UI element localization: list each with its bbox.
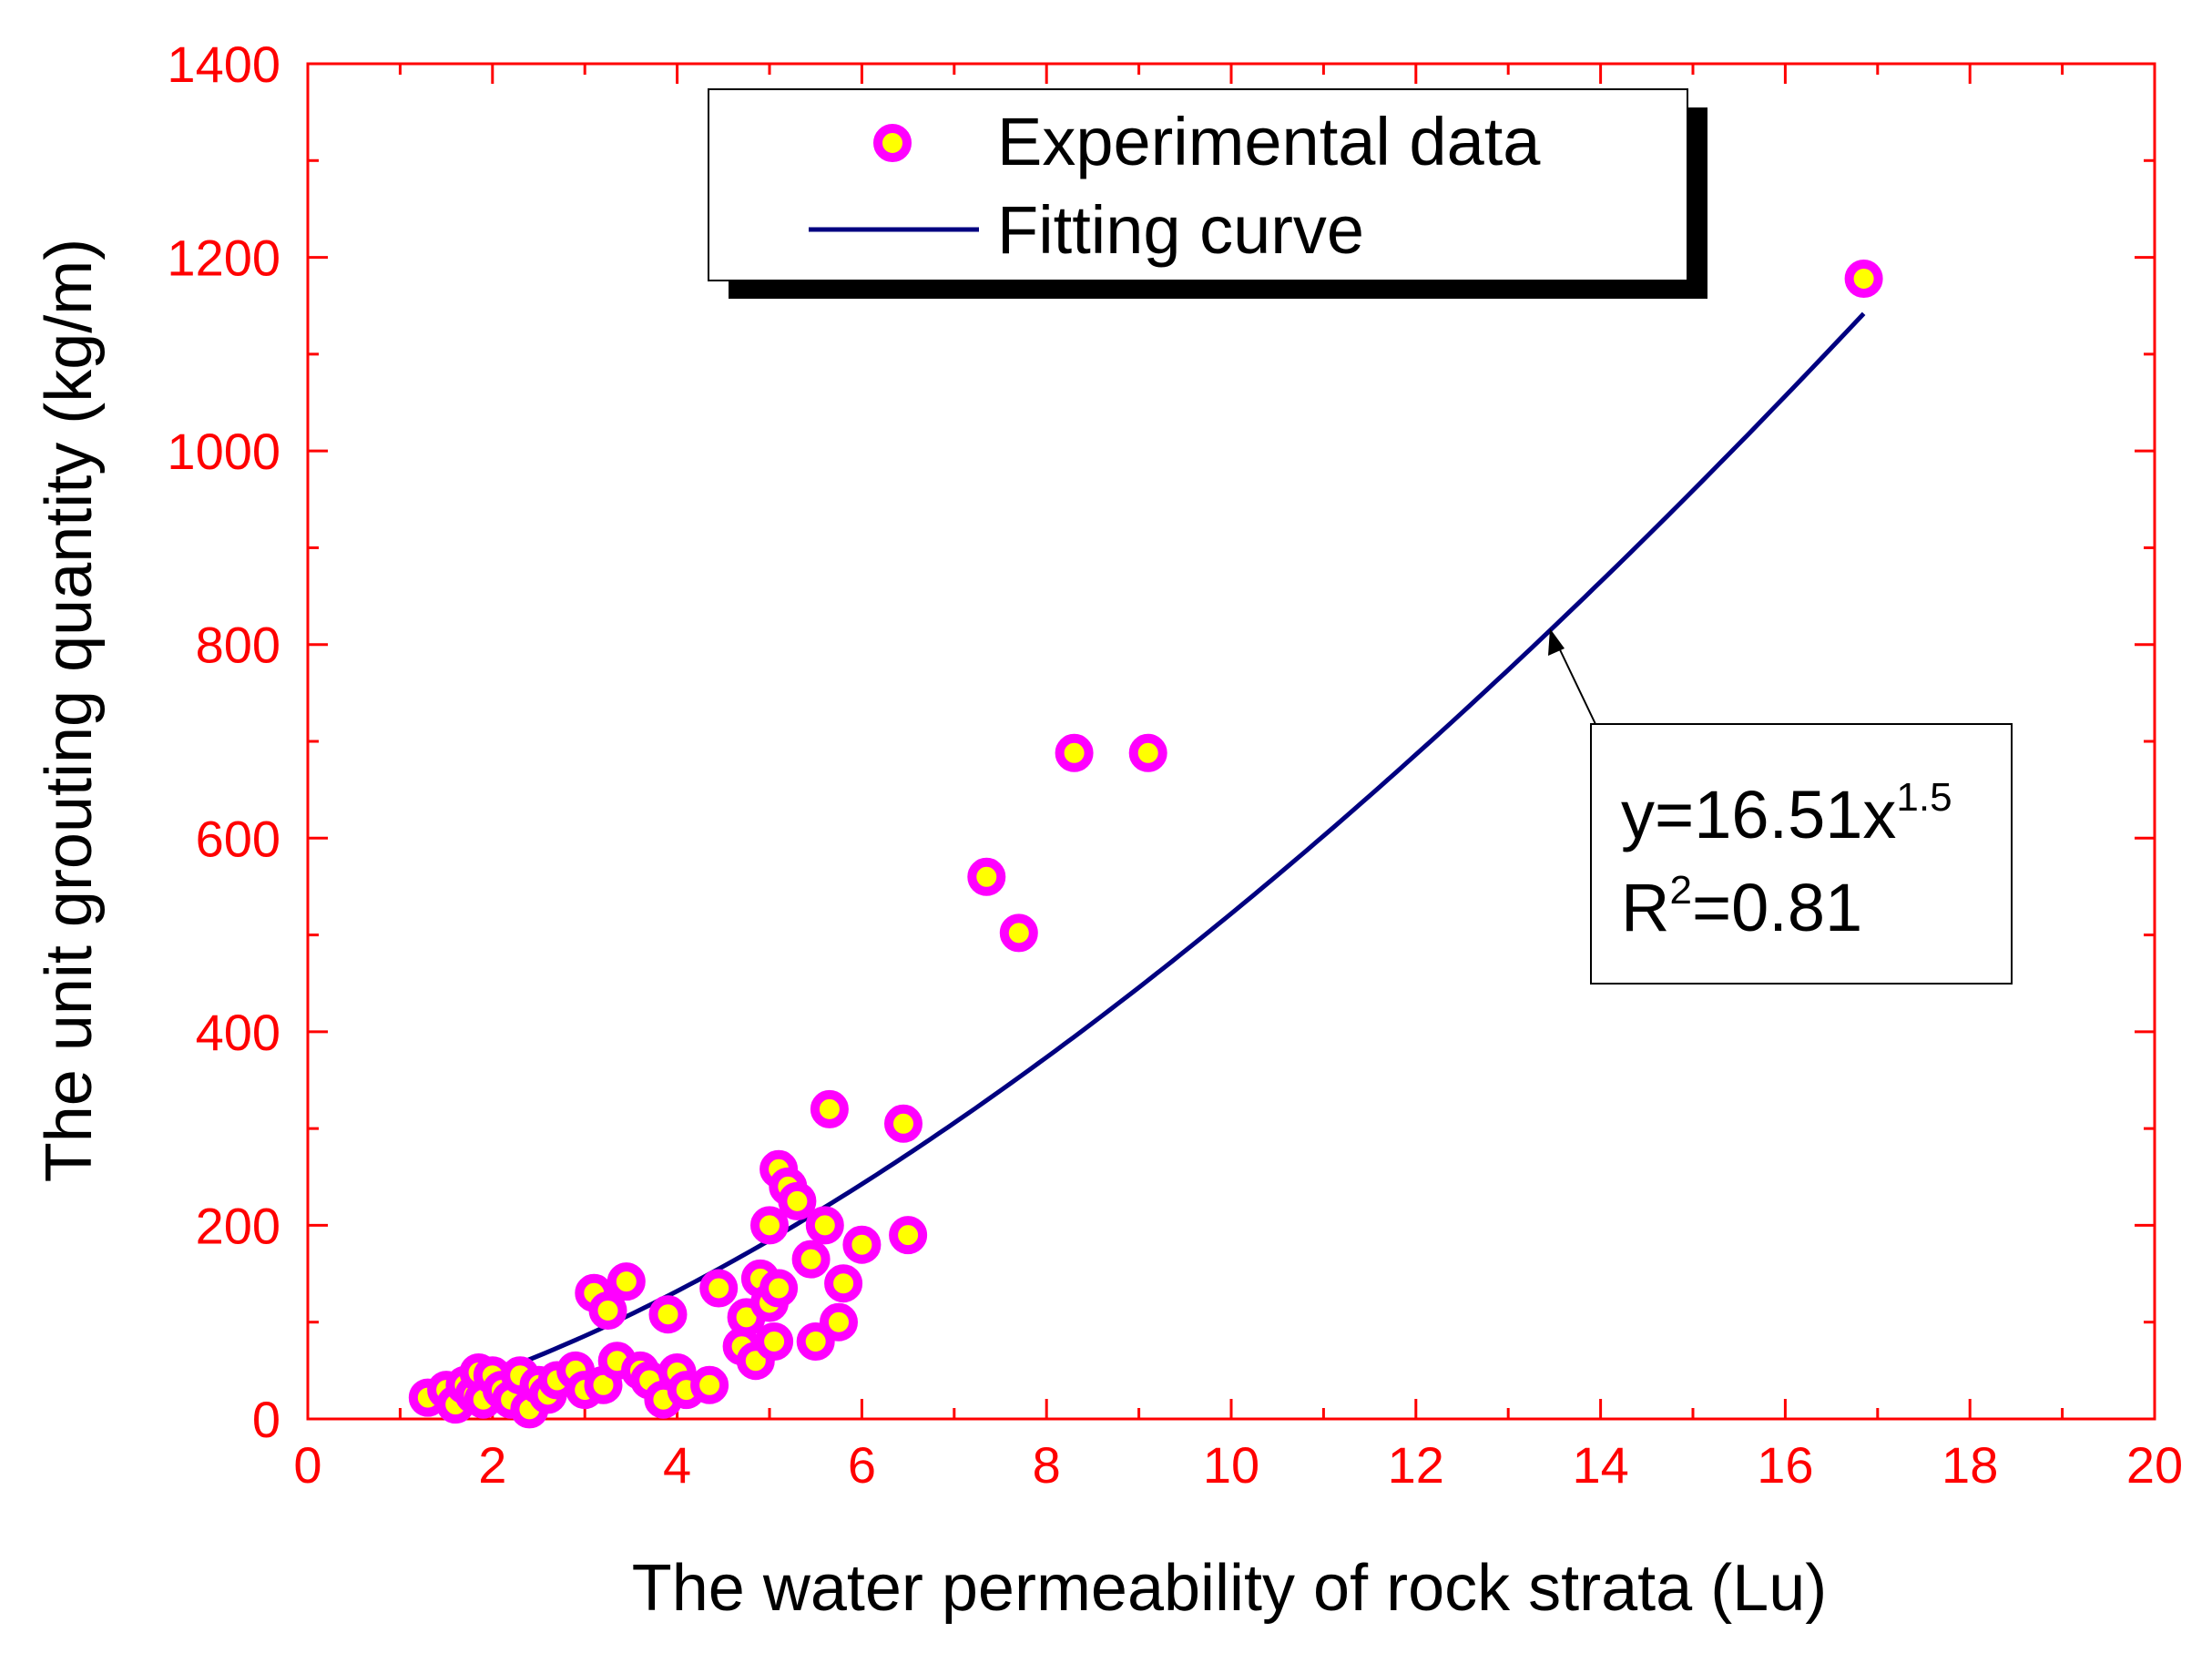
data-point	[820, 1302, 858, 1342]
y-tick-label: 1400	[167, 36, 280, 93]
data-point	[1055, 733, 1094, 772]
y-tick-label: 600	[196, 810, 280, 867]
legend-label-fitting: Fitting curve	[997, 192, 1364, 268]
x-axis-title: The water permeability of rock strata (L…	[632, 1552, 1828, 1625]
x-tick-label: 6	[848, 1436, 876, 1494]
y-tick-label: 800	[196, 617, 280, 674]
y-tick-label: 1200	[167, 230, 280, 287]
x-tick-label: 4	[663, 1436, 691, 1494]
data-point	[796, 1322, 835, 1361]
data-point	[1844, 260, 1883, 298]
data-point	[750, 1206, 789, 1245]
x-tick-label: 20	[2126, 1436, 2183, 1494]
x-tick-label: 16	[1757, 1436, 1813, 1494]
data-point	[699, 1269, 739, 1308]
data-point	[588, 1291, 627, 1330]
data-point	[884, 1104, 923, 1143]
x-tick-label: 12	[1388, 1436, 1444, 1494]
data-point	[805, 1206, 844, 1245]
x-tick-label: 2	[478, 1436, 506, 1494]
y-tick-label: 1000	[167, 423, 280, 480]
data-point	[967, 857, 1006, 896]
r-squared-exponent: 2	[1669, 868, 1691, 913]
data-point	[999, 913, 1038, 953]
equation-annotation: y=16.51x1.5 R2=0.81	[1548, 628, 2013, 985]
r-squared-value: =0.81	[1692, 870, 1862, 945]
data-point	[791, 1240, 831, 1279]
equation-text: y=16.51x1.5	[1621, 775, 1952, 852]
y-tick-label: 0	[252, 1391, 280, 1448]
y-tick-label: 200	[196, 1197, 280, 1254]
equation-prefix: y=16.51x	[1621, 777, 1896, 852]
y-tick-label: 400	[196, 1004, 280, 1061]
data-point	[690, 1365, 729, 1404]
legend-label-experimental: Experimental data	[997, 104, 1541, 179]
y-axis-title: The unit grouting quantity (kg/m)	[33, 239, 106, 1183]
r-squared-prefix: R	[1621, 870, 1669, 945]
data-point	[648, 1295, 688, 1334]
data-point	[759, 1269, 799, 1308]
data-point	[889, 1216, 928, 1255]
x-tick-label: 18	[1942, 1436, 1998, 1494]
data-point	[842, 1225, 882, 1264]
x-tick-label: 14	[1572, 1436, 1628, 1494]
equation-exponent: 1.5	[1896, 775, 1952, 820]
data-point	[824, 1264, 863, 1303]
legend: Experimental data Fitting curve	[708, 88, 1707, 299]
x-tick-label: 8	[1033, 1436, 1061, 1494]
data-point	[607, 1262, 646, 1301]
x-tick-label: 10	[1203, 1436, 1259, 1494]
data-points	[408, 260, 1883, 1429]
legend-box	[708, 88, 1688, 281]
ticks: 0 2 4 6 8 10 12 14 16 18 2002004006008001000120014…	[167, 36, 2183, 1494]
x-tick-label: 0	[293, 1436, 321, 1494]
r-squared-text: R2=0.81	[1621, 868, 1862, 945]
data-point	[1128, 733, 1167, 772]
annotation-arrow-head	[1548, 628, 1565, 656]
data-point	[778, 1181, 817, 1220]
data-point	[755, 1322, 794, 1361]
annotation-arrow-shaft	[1555, 639, 1596, 725]
legend-marker-experimental	[873, 124, 912, 162]
data-point	[810, 1089, 849, 1128]
annotation-box	[1590, 723, 2013, 985]
